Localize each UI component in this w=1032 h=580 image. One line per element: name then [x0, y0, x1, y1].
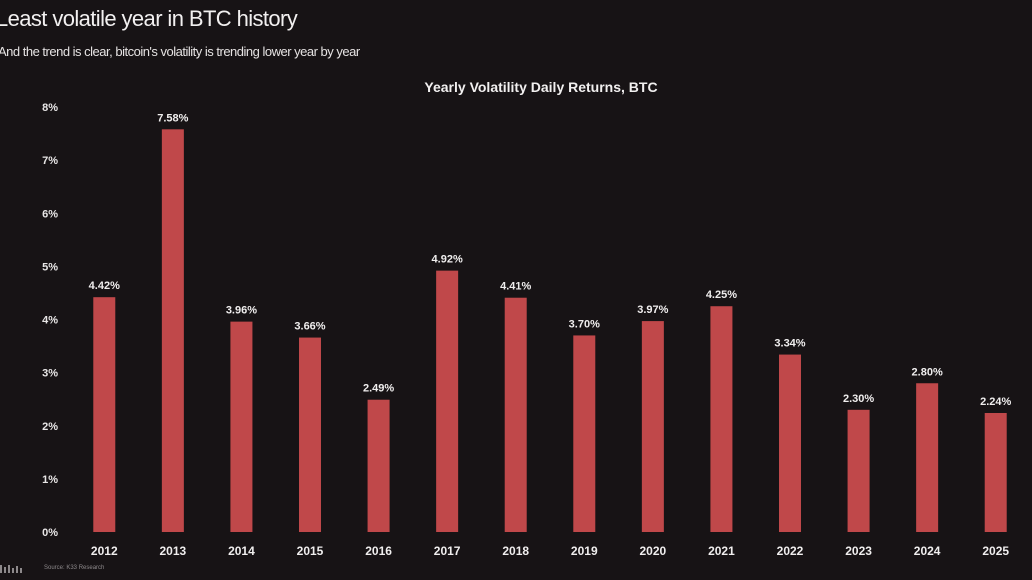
data-label-2023: 2.30%: [843, 393, 874, 405]
data-label-2013: 7.58%: [157, 112, 188, 124]
y-tick-label: 6%: [42, 208, 58, 220]
x-tick-label-2012: 2012: [91, 544, 118, 558]
y-tick-label: 4%: [42, 315, 58, 327]
x-tick-label-2024: 2024: [914, 544, 941, 558]
bar-2016: [367, 399, 390, 532]
bar-2024: [916, 383, 939, 532]
data-label-2022: 3.34%: [774, 338, 805, 350]
data-label-2021: 4.25%: [706, 289, 737, 301]
bar-2015: [299, 337, 321, 532]
data-label-2014: 3.96%: [226, 305, 257, 317]
y-tick-label: 1%: [42, 474, 58, 486]
bar-2013: [161, 129, 184, 532]
x-tick-label-2018: 2018: [502, 544, 529, 558]
x-tick-label-2017: 2017: [434, 544, 461, 558]
y-tick-label: 8%: [42, 102, 58, 114]
data-label-2024: 2.80%: [912, 366, 943, 378]
y-axis: 0% 1% 2% 3% 4% 5% 6% 7% 8%: [42, 102, 58, 539]
chart-title: Yearly Volatility Daily Returns, BTC: [424, 79, 657, 95]
x-tick-label-2019: 2019: [571, 544, 598, 558]
x-tick-label-2014: 2014: [228, 544, 255, 558]
y-tick-label: 2%: [42, 421, 58, 433]
source-note: Source: K33 Research: [44, 565, 105, 571]
bar-2017: [436, 270, 459, 532]
data-label-2025: 2.24%: [980, 396, 1011, 408]
bar-2025: [984, 413, 1007, 532]
data-label-2015: 3.66%: [294, 321, 325, 333]
bar-2021: [710, 306, 733, 532]
x-tick-label-2013: 2013: [160, 544, 187, 558]
bar-2019: [573, 335, 596, 532]
x-tick-label-2015: 2015: [297, 544, 324, 558]
logo-icon: [0, 565, 22, 573]
x-tick-label-2025: 2025: [982, 544, 1009, 558]
data-label-2016: 2.49%: [363, 383, 394, 395]
x-tick-label-2021: 2021: [708, 544, 735, 558]
data-label-2017: 4.92%: [432, 254, 463, 266]
subheadline: And the trend is clear, bitcoin's volati…: [0, 44, 360, 59]
bar-2020: [641, 321, 664, 532]
x-axis: 2012 2013 2014 2015 2016 2017 2018 2019 2020 2021…: [91, 544, 1009, 558]
bar-2022: [779, 354, 801, 532]
y-tick-label: 7%: [42, 155, 58, 167]
y-tick-label: 5%: [42, 261, 58, 273]
y-tick-label: 3%: [42, 368, 58, 380]
data-label-2019: 3.70%: [569, 318, 600, 330]
data-label-2012: 4.42%: [89, 280, 120, 292]
bar-2018: [504, 297, 527, 532]
x-tick-label-2016: 2016: [365, 544, 392, 558]
headline: Least volatile year in BTC history: [0, 6, 298, 31]
bar-2023: [847, 409, 870, 532]
x-tick-label-2022: 2022: [777, 544, 804, 558]
x-tick-label-2020: 2020: [640, 544, 667, 558]
data-labels: 4.42% 7.58% 3.96% 3.66% 2.49% 4.92% 4.41% 3.70%…: [89, 112, 1012, 408]
data-label-2018: 4.41%: [500, 281, 531, 293]
bar-2012: [93, 297, 116, 532]
bars: [93, 129, 1007, 532]
y-tick-label: 0%: [42, 527, 58, 539]
x-tick-label-2023: 2023: [845, 544, 872, 558]
data-label-2020: 3.97%: [637, 304, 668, 316]
bar-2014: [230, 321, 253, 532]
